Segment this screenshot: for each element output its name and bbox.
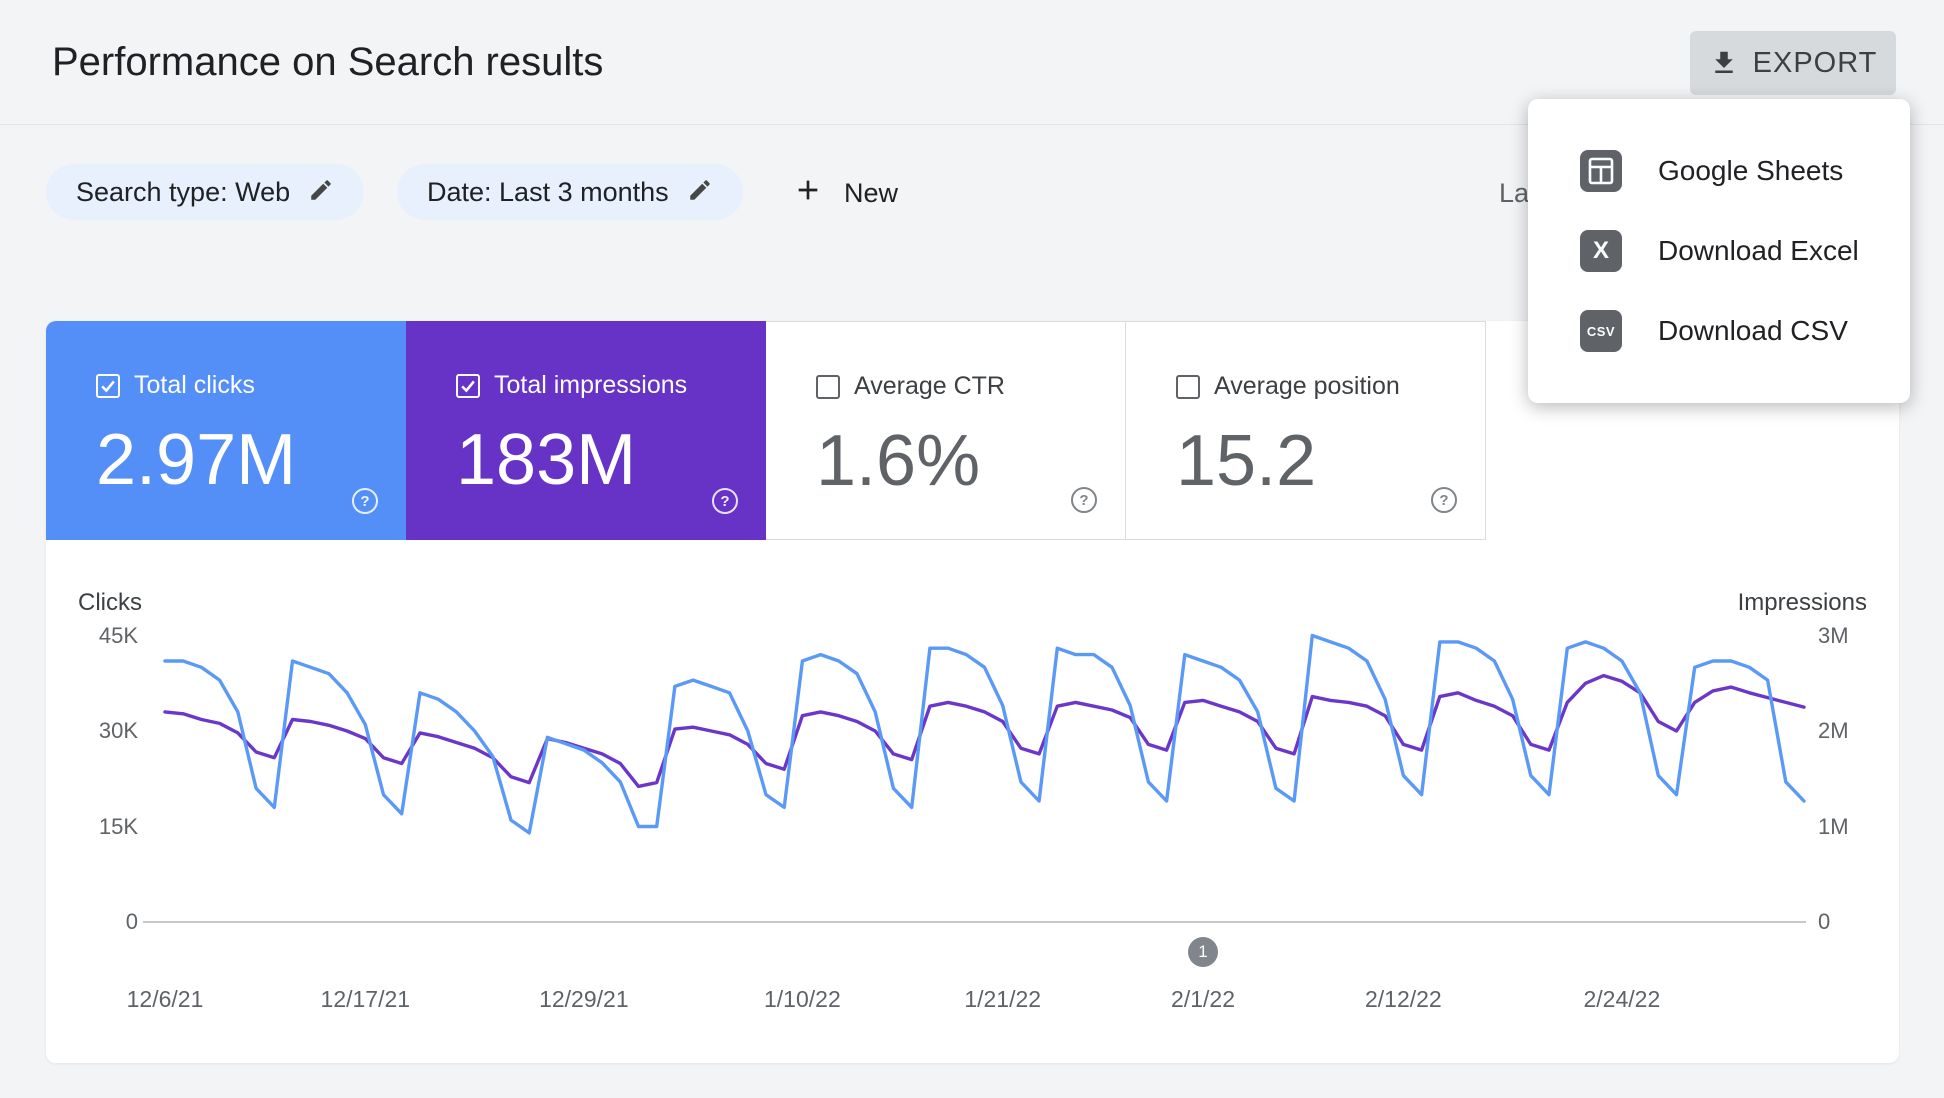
y-axis-tick-right: 3M bbox=[1818, 622, 1849, 648]
metric-cards-row: Total clicks 2.97M ? Total impressions 1… bbox=[46, 321, 1899, 540]
left-axis-title: Clicks bbox=[78, 589, 142, 616]
x-axis-tick: 12/29/21 bbox=[539, 986, 629, 1012]
search-type-chip-label: Search type: Web bbox=[76, 176, 291, 207]
help-icon[interactable]: ? bbox=[1071, 487, 1097, 513]
right-axis-title: Impressions bbox=[1737, 589, 1867, 616]
y-axis-tick-right: 2M bbox=[1818, 718, 1849, 743]
edit-pencil-icon bbox=[687, 177, 713, 208]
y-axis-tick-left: 15K bbox=[98, 813, 138, 839]
help-icon[interactable]: ? bbox=[1431, 487, 1457, 513]
menu-item-google-sheets[interactable]: Google Sheets bbox=[1528, 131, 1910, 211]
x-axis-tick: 1/21/22 bbox=[964, 986, 1042, 1012]
metric-label: Average position bbox=[1214, 372, 1400, 400]
metric-value: 2.97M bbox=[96, 420, 297, 500]
csv-icon: CSV bbox=[1580, 310, 1622, 352]
metric-card-total-clicks[interactable]: Total clicks 2.97M ? bbox=[46, 321, 406, 540]
y-axis-tick-right: 0 bbox=[1818, 909, 1831, 934]
last-updated-text: La bbox=[1499, 178, 1530, 208]
metric-label: Average CTR bbox=[854, 372, 1005, 400]
download-icon bbox=[1709, 48, 1739, 78]
performance-card: Total clicks 2.97M ? Total impressions 1… bbox=[46, 321, 1899, 1063]
annotation-marker[interactable]: 1 bbox=[1188, 937, 1219, 967]
export-button-label: EXPORT bbox=[1752, 46, 1878, 79]
y-axis-tick-left: 30K bbox=[98, 718, 138, 743]
metric-value: 15.2 bbox=[1176, 421, 1317, 501]
export-button[interactable]: EXPORT bbox=[1690, 31, 1896, 95]
edit-pencil-icon bbox=[308, 177, 334, 208]
header-divider bbox=[0, 124, 1944, 125]
metric-value: 1.6% bbox=[816, 421, 981, 501]
page-title: Performance on Search results bbox=[52, 40, 604, 84]
menu-item-download-csv[interactable]: CSV Download CSV bbox=[1528, 291, 1910, 371]
x-axis-tick: 12/6/21 bbox=[126, 986, 204, 1012]
menu-item-label: Download Excel bbox=[1658, 235, 1859, 266]
x-axis-tick: 2/24/22 bbox=[1583, 986, 1661, 1012]
google-sheets-icon bbox=[1580, 150, 1622, 192]
metric-label: Total clicks bbox=[134, 371, 255, 399]
date-range-chip-label: Date: Last 3 months bbox=[427, 176, 669, 207]
excel-icon: X bbox=[1580, 230, 1622, 272]
x-axis-tick: 2/12/22 bbox=[1364, 986, 1442, 1012]
metric-card-total-impressions[interactable]: Total impressions 183M ? bbox=[406, 321, 766, 540]
metric-card-average-ctr[interactable]: Average CTR 1.6% ? bbox=[766, 321, 1126, 540]
x-axis-tick: 2/1/22 bbox=[1171, 986, 1235, 1012]
average-ctr-checkbox[interactable] bbox=[816, 374, 840, 399]
x-axis-tick: 1/10/22 bbox=[764, 986, 841, 1012]
plus-icon bbox=[792, 174, 824, 213]
y-axis-tick-right: 1M bbox=[1818, 813, 1849, 839]
x-axis-tick: 12/17/21 bbox=[320, 986, 411, 1012]
menu-item-label: Download CSV bbox=[1658, 315, 1848, 346]
metric-label: Total impressions bbox=[494, 371, 688, 399]
help-icon[interactable]: ? bbox=[712, 488, 738, 514]
menu-item-download-excel[interactable]: X Download Excel bbox=[1528, 211, 1910, 291]
export-menu: Google Sheets X Download Excel CSV Downl… bbox=[1528, 99, 1910, 403]
search-type-chip[interactable]: Search type: Web bbox=[46, 164, 365, 220]
average-position-checkbox[interactable] bbox=[1176, 374, 1200, 399]
y-axis-tick-left: 45K bbox=[98, 622, 138, 648]
date-range-chip[interactable]: Date: Last 3 months bbox=[397, 164, 743, 220]
new-filter-label: New bbox=[844, 177, 899, 208]
new-filter-button[interactable]: New bbox=[792, 168, 898, 218]
total-impressions-checkbox[interactable] bbox=[456, 373, 480, 398]
help-icon[interactable]: ? bbox=[352, 488, 378, 514]
metric-card-average-position[interactable]: Average position 15.2 ? bbox=[1126, 321, 1486, 540]
total-clicks-checkbox[interactable] bbox=[96, 373, 120, 398]
metric-value: 183M bbox=[456, 420, 637, 500]
y-axis-tick-left: 0 bbox=[125, 909, 138, 934]
menu-item-label: Google Sheets bbox=[1658, 155, 1844, 186]
